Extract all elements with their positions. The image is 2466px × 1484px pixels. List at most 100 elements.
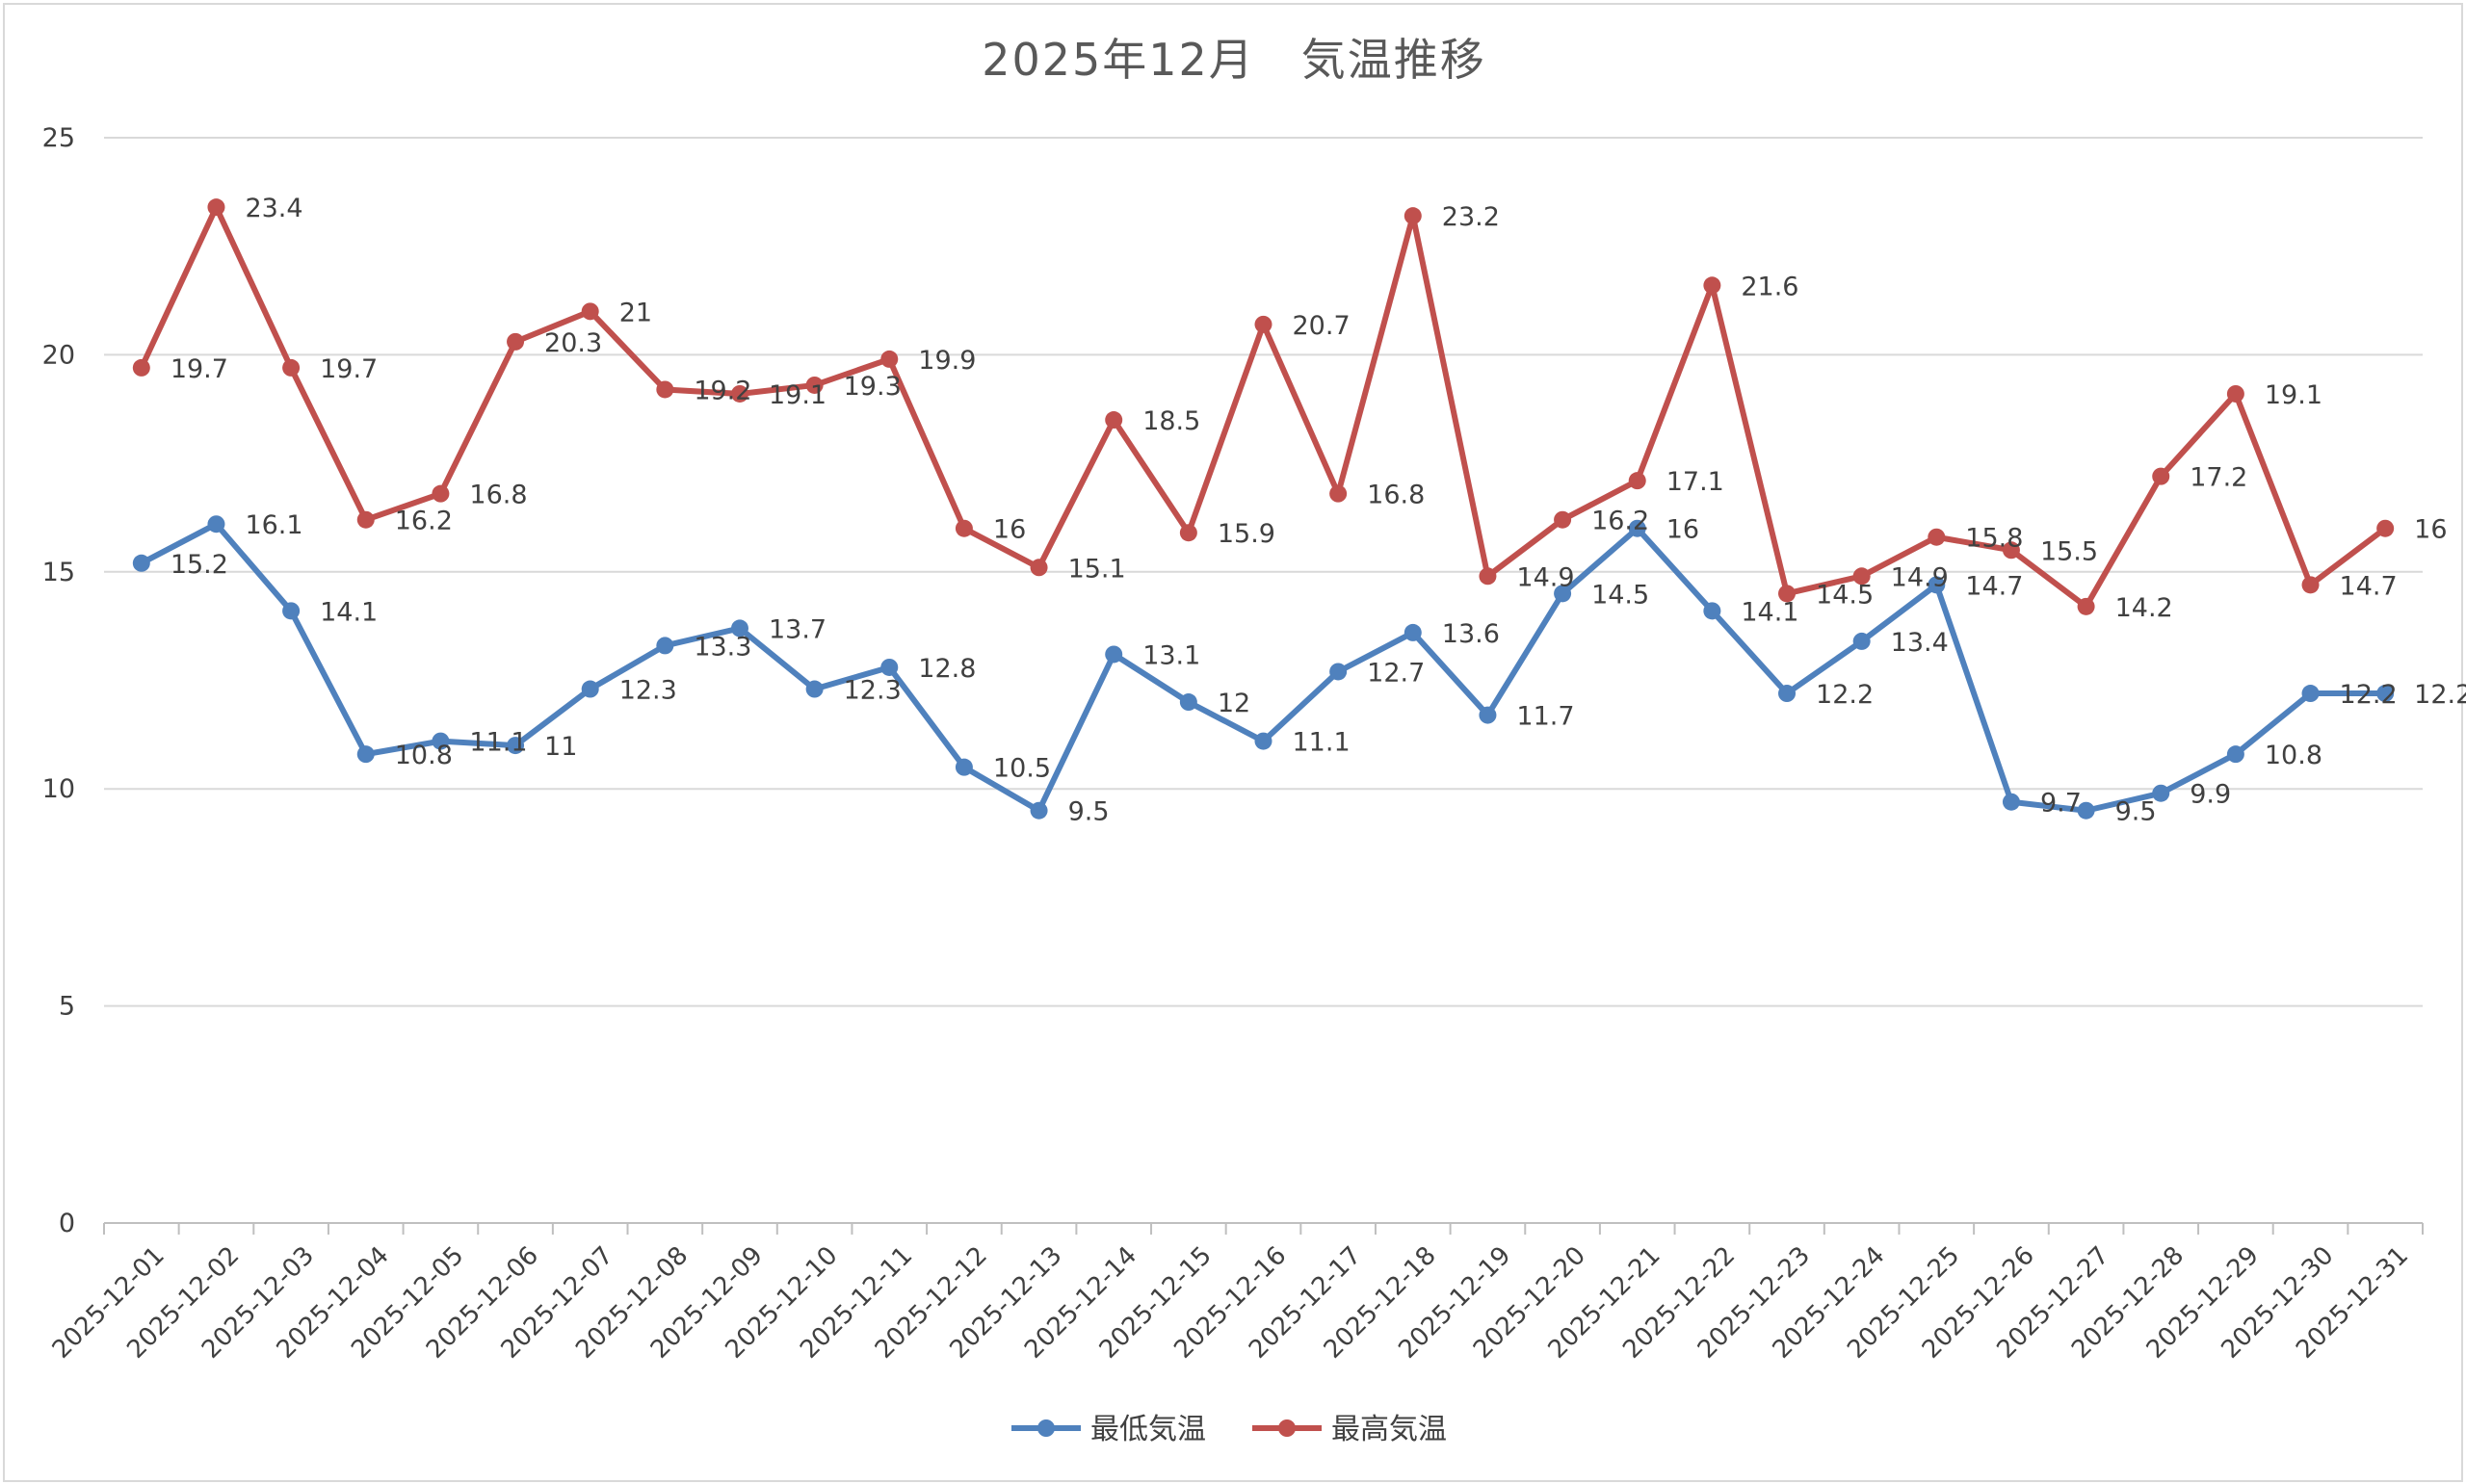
data-point bbox=[1479, 567, 1497, 586]
data-label: 13.4 bbox=[1891, 628, 1949, 658]
data-label: 12 bbox=[1218, 689, 1250, 718]
data-label: 13.7 bbox=[769, 614, 826, 644]
data-point bbox=[1852, 632, 1871, 650]
legend-label: 最高気温 bbox=[1331, 1413, 1447, 1446]
data-point bbox=[1778, 685, 1797, 703]
data-label: 9.9 bbox=[2190, 780, 2231, 810]
series-min-temp: 15.2 16.1 14.1 10.8 11.1 11 12.3 13.3 13.7 12.3 12… bbox=[132, 510, 2466, 827]
data-point bbox=[1479, 706, 1497, 724]
data-label: 16.2 bbox=[395, 507, 453, 536]
legend-swatch-marker bbox=[1278, 1419, 1296, 1437]
data-point bbox=[132, 554, 150, 572]
data-label: 13.3 bbox=[694, 632, 751, 662]
data-point bbox=[880, 350, 899, 368]
data-label: 14.7 bbox=[1965, 571, 2023, 601]
data-point bbox=[1329, 663, 1348, 681]
data-point bbox=[432, 732, 450, 750]
data-point bbox=[1179, 524, 1197, 542]
data-label: 20.3 bbox=[544, 328, 602, 358]
y-axis-ticks: 0 5 10 15 20 25 bbox=[42, 123, 75, 1238]
data-label: 13.1 bbox=[1142, 640, 1200, 670]
data-label: 15.9 bbox=[1218, 519, 1275, 549]
data-label: 12.3 bbox=[844, 676, 902, 706]
data-point bbox=[2152, 784, 2170, 802]
data-point bbox=[1554, 510, 1572, 529]
data-label: 12.2 bbox=[2340, 680, 2398, 710]
data-label: 20.7 bbox=[1293, 311, 1351, 341]
legend-item-max-temp: 最高気温 bbox=[1252, 1413, 1447, 1446]
data-point bbox=[432, 484, 450, 503]
data-label: 19.9 bbox=[918, 346, 976, 376]
data-label: 15.2 bbox=[171, 550, 228, 580]
data-point bbox=[2226, 745, 2244, 764]
data-point bbox=[1254, 315, 1272, 333]
data-point bbox=[2301, 576, 2320, 594]
data-point bbox=[1254, 732, 1272, 750]
y-tick-label: 10 bbox=[42, 774, 75, 804]
data-point bbox=[207, 198, 225, 217]
data-point bbox=[356, 745, 375, 764]
data-label: 19.1 bbox=[2265, 380, 2322, 410]
data-label: 12.3 bbox=[619, 676, 677, 706]
data-label: 11.1 bbox=[1293, 728, 1351, 758]
data-label: 14.1 bbox=[320, 597, 378, 627]
data-point bbox=[507, 332, 525, 351]
data-label: 14.9 bbox=[1516, 562, 1574, 592]
data-point bbox=[2152, 467, 2170, 485]
data-point bbox=[1105, 645, 1123, 664]
data-label: 16.2 bbox=[1591, 507, 1649, 536]
data-label: 21.6 bbox=[1741, 272, 1798, 301]
data-point bbox=[2376, 685, 2395, 703]
data-point bbox=[955, 758, 973, 776]
data-label: 19.7 bbox=[320, 354, 378, 384]
data-point bbox=[656, 637, 674, 655]
data-label: 17.1 bbox=[1666, 467, 1724, 497]
data-label: 9.5 bbox=[2115, 797, 2157, 827]
series-max-temp: 19.7 23.4 19.7 16.2 16.8 20.3 21 19.2 19.1 19.3 19… bbox=[132, 194, 2448, 623]
data-point bbox=[1628, 519, 1646, 537]
data-point bbox=[207, 515, 225, 534]
data-point bbox=[880, 658, 899, 676]
data-label: 17.2 bbox=[2190, 463, 2247, 493]
data-label: 19.3 bbox=[844, 372, 902, 402]
data-point bbox=[2002, 541, 2020, 560]
data-label: 14.5 bbox=[1591, 580, 1649, 610]
data-label: 16 bbox=[1666, 515, 1699, 545]
data-label: 11 bbox=[544, 732, 577, 762]
data-label: 16.8 bbox=[1367, 481, 1425, 510]
data-point bbox=[730, 384, 748, 403]
data-point bbox=[1778, 585, 1797, 603]
data-point bbox=[1030, 559, 1048, 577]
data-point bbox=[1628, 472, 1646, 490]
legend-swatch-marker bbox=[1037, 1419, 1055, 1437]
data-point bbox=[1329, 484, 1348, 503]
series-layer: 15.2 16.1 14.1 10.8 11.1 11 12.3 13.3 13.7 12.3 12… bbox=[132, 194, 2466, 827]
data-label: 19.1 bbox=[769, 380, 826, 410]
data-label: 12.7 bbox=[1367, 658, 1425, 688]
data-point bbox=[132, 358, 150, 377]
data-point bbox=[1179, 693, 1197, 712]
data-label: 12.8 bbox=[918, 654, 976, 684]
data-label: 15.8 bbox=[1965, 524, 2023, 554]
data-label: 16.8 bbox=[469, 481, 527, 510]
data-label: 14.2 bbox=[2115, 593, 2173, 623]
legend-item-min-temp: 最低気温 bbox=[1011, 1413, 1206, 1446]
data-label: 14.7 bbox=[2340, 571, 2398, 601]
data-label: 14.9 bbox=[1891, 562, 1949, 592]
data-point bbox=[1928, 576, 1946, 594]
data-point bbox=[581, 680, 599, 698]
data-label: 19.7 bbox=[171, 354, 228, 384]
data-point bbox=[730, 619, 748, 638]
data-point bbox=[955, 519, 973, 537]
data-label: 19.2 bbox=[694, 376, 751, 405]
data-point bbox=[581, 302, 599, 321]
legend: 最低気温 最高気温 bbox=[1011, 1413, 1447, 1446]
chart-frame bbox=[3, 3, 2463, 1482]
y-tick-label: 0 bbox=[59, 1209, 75, 1238]
data-point bbox=[2226, 384, 2244, 403]
data-label: 16.1 bbox=[245, 510, 302, 540]
data-label: 12.2 bbox=[1816, 680, 1874, 710]
data-label: 10.8 bbox=[2265, 741, 2322, 770]
data-label: 11.1 bbox=[469, 728, 527, 758]
